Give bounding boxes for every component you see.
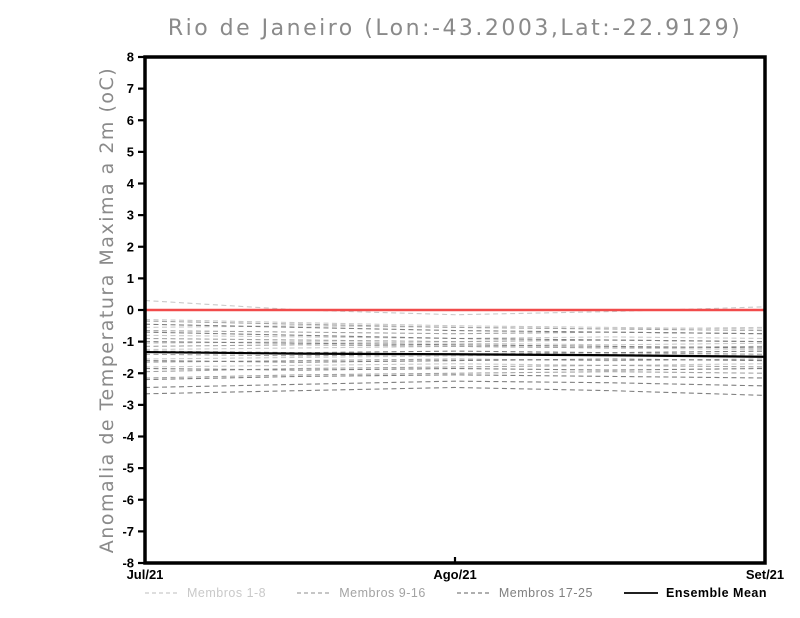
legend-item: Membros 17-25 bbox=[456, 586, 593, 600]
x-tick-label: Set/21 bbox=[746, 567, 784, 582]
y-tick-label: -4 bbox=[122, 429, 134, 444]
y-tick-label: 8 bbox=[127, 50, 134, 65]
ensemble-member-line-group1 bbox=[144, 363, 766, 368]
legend-label: Membros 9-16 bbox=[339, 586, 426, 600]
ensemble-member-line-group3 bbox=[144, 358, 766, 363]
ensemble-member-line-group3 bbox=[144, 331, 766, 343]
ensemble-member-line-group3 bbox=[144, 380, 766, 389]
ensemble-member-line-group3 bbox=[144, 323, 766, 335]
y-tick-label: -7 bbox=[122, 524, 134, 539]
y-tick-label: -3 bbox=[122, 397, 134, 412]
y-tick-label: 0 bbox=[127, 303, 134, 318]
ensemble-member-line-group2 bbox=[144, 330, 766, 335]
legend: Membros 1-8 Membros 9-16 Membros 17-25 Ense… bbox=[145, 585, 767, 601]
y-tick-label: 7 bbox=[127, 81, 134, 96]
x-tick-label: Ago/21 bbox=[433, 567, 476, 582]
chart-title: Rio de Janeiro (Lon:-43.2003,Lat:-22.912… bbox=[167, 16, 743, 41]
legend-dashed-line-sample bbox=[456, 592, 491, 594]
ensemble-member-line-group3 bbox=[144, 374, 766, 381]
legend-item: Membros 9-16 bbox=[297, 586, 426, 600]
y-tick-label: -5 bbox=[122, 461, 134, 476]
y-tick-label: 4 bbox=[127, 176, 135, 191]
legend-dashed-line-sample bbox=[145, 592, 179, 594]
ensemble-member-line-group1 bbox=[144, 353, 766, 360]
legend-label: Membros 1-8 bbox=[187, 586, 267, 600]
y-tick-label: 3 bbox=[127, 208, 134, 223]
legend-item: Membros 1-8 bbox=[145, 586, 266, 600]
y-tick-label: 6 bbox=[127, 113, 134, 128]
ensemble-member-line-group2 bbox=[144, 371, 766, 379]
legend-item: Ensemble Mean bbox=[624, 586, 767, 600]
legend-label: Ensemble Mean bbox=[666, 586, 767, 600]
y-tick-label: -8 bbox=[122, 556, 134, 571]
legend-label: Membros 17-25 bbox=[498, 586, 593, 600]
ensemble-member-line-group2 bbox=[144, 320, 766, 332]
ensemble-member-line-group1 bbox=[144, 299, 766, 316]
x-tick-label: Jul/21 bbox=[127, 567, 164, 582]
ensemble-mean-line bbox=[144, 350, 766, 358]
ensemble-member-line-group1 bbox=[144, 318, 766, 330]
ensemble-member-line-group3 bbox=[144, 341, 766, 349]
ensemble-member-line-group2 bbox=[144, 337, 766, 343]
legend-dashed-line-sample bbox=[297, 592, 332, 594]
y-tick-label: -2 bbox=[122, 366, 134, 381]
legend-solid-line-sample bbox=[624, 592, 659, 594]
ensemble-member-line-group3 bbox=[144, 367, 766, 371]
ensemble-member-line-group2 bbox=[144, 344, 766, 349]
y-tick-label: 5 bbox=[127, 144, 134, 159]
y-tick-label: 1 bbox=[127, 271, 134, 286]
y-tick-label: -1 bbox=[122, 334, 134, 349]
y-tick-label: 2 bbox=[127, 239, 134, 254]
y-tick-label: -6 bbox=[122, 492, 134, 507]
ensemble-member-line-group3 bbox=[144, 386, 766, 396]
